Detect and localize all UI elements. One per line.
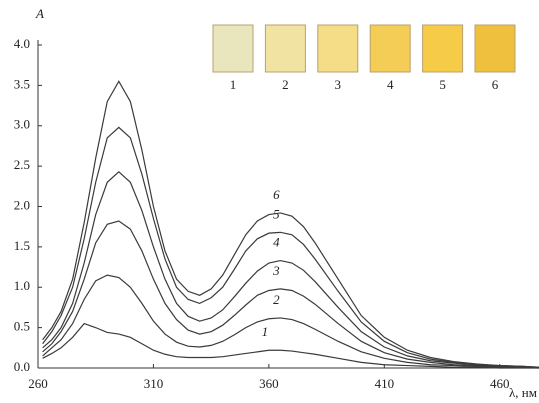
color-swatch [474,24,516,73]
x-tick-label: 360 [259,376,279,391]
color-swatch [317,24,359,73]
spectrum-line [42,80,539,368]
curve-label: 1 [262,324,269,339]
x-tick-label: 460 [490,376,510,391]
spectrum-line [42,274,539,369]
y-tick-label: 3.0 [14,117,30,132]
swatch-label: 4 [387,77,394,92]
x-axis-label: λ, нм [509,385,537,400]
color-swatch [264,24,306,73]
curve-label: 2 [273,292,280,307]
y-tick-label: 1.5 [14,238,30,253]
x-tick-label: 410 [375,376,395,391]
swatch-label: 6 [492,77,499,92]
y-tick-label: 3.5 [14,76,30,91]
y-tick-label: 1.0 [14,278,30,293]
spectrum-line [42,170,539,368]
spectrum-line [42,322,539,369]
color-swatch [369,24,411,73]
spectrum-line [42,220,539,368]
swatch-label: 1 [230,77,237,92]
y-tick-label: 0.0 [14,359,30,374]
x-tick-label: 260 [28,376,48,391]
spectrum-line [42,126,539,368]
y-tick-label: 2.0 [14,197,30,212]
color-swatch [212,24,254,73]
x-tick-label: 310 [144,376,164,391]
y-tick-label: 0.5 [14,319,30,334]
swatch-label: 2 [282,77,289,92]
swatch-label: 5 [439,77,446,92]
y-tick-label: 4.0 [14,36,30,51]
y-axis-label: A [35,6,44,21]
y-tick-label: 2.5 [14,157,30,172]
color-swatch [422,24,464,73]
curve-label: 3 [272,263,280,278]
curve-label: 4 [273,235,280,250]
swatch-label: 3 [335,77,342,92]
curve-label: 6 [273,187,280,202]
